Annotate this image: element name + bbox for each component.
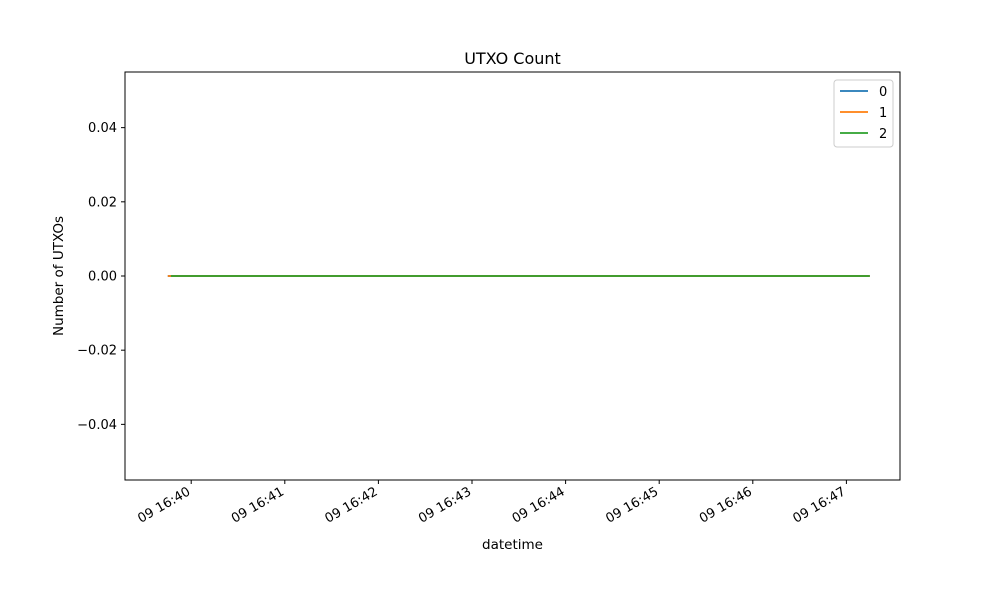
y-axis-label: Number of UTXOs bbox=[51, 216, 67, 336]
y-axis: 0.04 0.02 0.00 −0.02 −0.04 bbox=[77, 121, 125, 433]
y-tick-label: −0.02 bbox=[77, 344, 117, 359]
legend: 0 1 2 bbox=[833, 79, 894, 148]
legend-frame bbox=[833, 79, 894, 148]
chart-title: UTXO Count bbox=[464, 49, 561, 68]
y-tick-label: 0.00 bbox=[88, 270, 117, 285]
legend-label-0: 0 bbox=[879, 85, 887, 100]
legend-label-2: 2 bbox=[879, 127, 887, 142]
x-axis-label: datetime bbox=[482, 537, 543, 553]
y-tick-label: −0.04 bbox=[77, 418, 117, 433]
y-tick-label: 0.02 bbox=[88, 195, 117, 210]
legend-label-1: 1 bbox=[879, 106, 887, 121]
y-tick-label: 0.04 bbox=[88, 121, 117, 136]
